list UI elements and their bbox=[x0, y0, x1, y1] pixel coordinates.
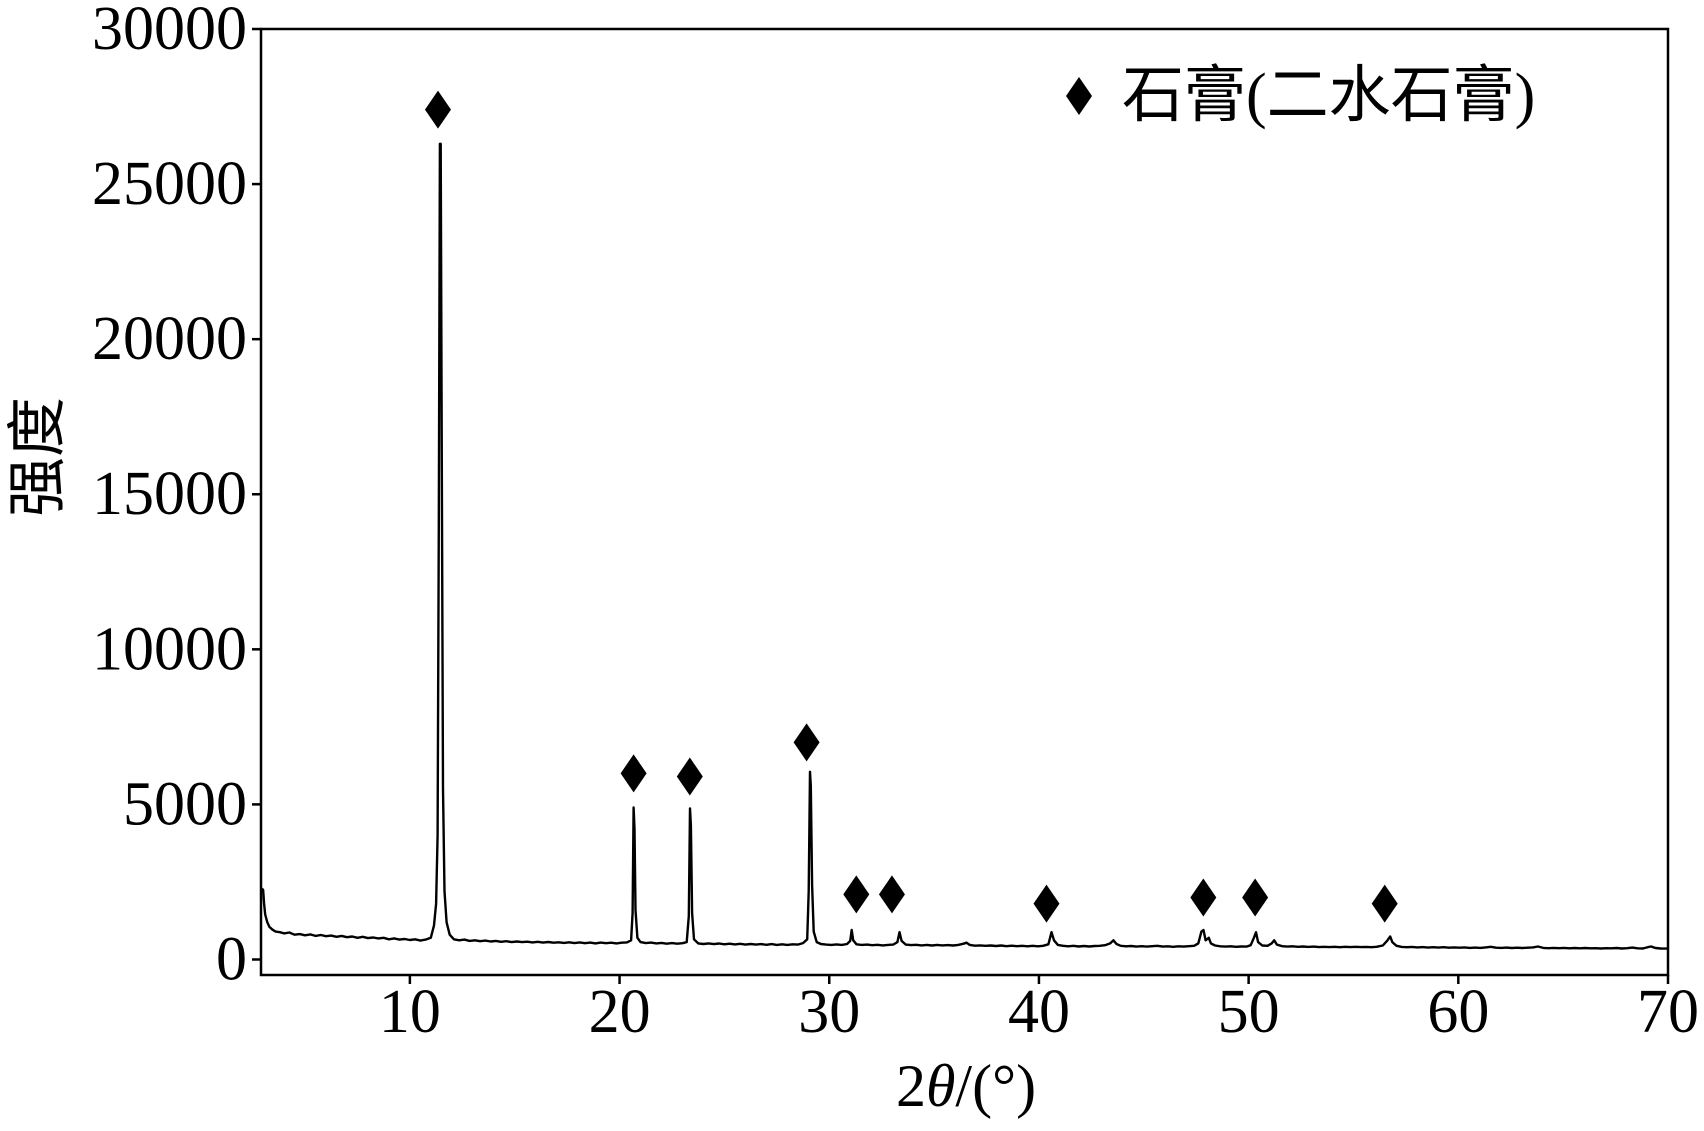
x-tick-label: 40 bbox=[1008, 978, 1070, 1046]
x-tick-label: 70 bbox=[1637, 978, 1699, 1046]
y-tick-label: 25000 bbox=[92, 150, 247, 218]
peak-diamond-icon bbox=[676, 757, 703, 796]
y-tick-label: 30000 bbox=[92, 0, 247, 63]
y-tick-label: 5000 bbox=[123, 770, 247, 838]
peak-diamond-icon bbox=[793, 723, 820, 762]
x-tick-label: 30 bbox=[798, 978, 860, 1046]
legend-label: 石膏(二水石膏) bbox=[1122, 62, 1535, 130]
y-tick-label: 15000 bbox=[92, 460, 247, 528]
peak-diamond-icon bbox=[1242, 878, 1269, 917]
peak-diamond-icon bbox=[620, 754, 647, 793]
plot-frame bbox=[259, 27, 1670, 977]
series-layer bbox=[261, 142, 1668, 950]
peak-marker-layer bbox=[424, 90, 1398, 923]
x-tick-label: 20 bbox=[589, 978, 651, 1046]
x-tick-label: 10 bbox=[379, 978, 441, 1046]
y-tick-label: 0 bbox=[216, 925, 247, 993]
x-tick-label: 50 bbox=[1218, 978, 1280, 1046]
peak-diamond-icon bbox=[878, 875, 905, 914]
y-axis-label: 强度 bbox=[5, 397, 71, 517]
peak-diamond-icon bbox=[1033, 884, 1060, 923]
legend: 石膏(二水石膏) bbox=[1066, 62, 1535, 130]
peak-diamond-icon bbox=[1190, 878, 1217, 917]
peak-diamond-icon bbox=[424, 90, 451, 129]
peak-diamond-icon bbox=[843, 875, 870, 914]
legend-diamond-icon bbox=[1066, 77, 1092, 115]
y-axis: 0 5000 10000 15000 20000 25000 30000 bbox=[92, 0, 261, 993]
y-tick-label: 10000 bbox=[92, 615, 247, 683]
x-tick-label: 60 bbox=[1427, 978, 1489, 1046]
x-axis: 10 20 30 40 50 60 70 bbox=[379, 975, 1699, 1046]
y-tick-label: 20000 bbox=[92, 305, 247, 373]
x-axis-label: 2θ/(°) bbox=[896, 1053, 1036, 1119]
series-line bbox=[261, 142, 1668, 950]
peak-diamond-icon bbox=[1371, 884, 1398, 923]
